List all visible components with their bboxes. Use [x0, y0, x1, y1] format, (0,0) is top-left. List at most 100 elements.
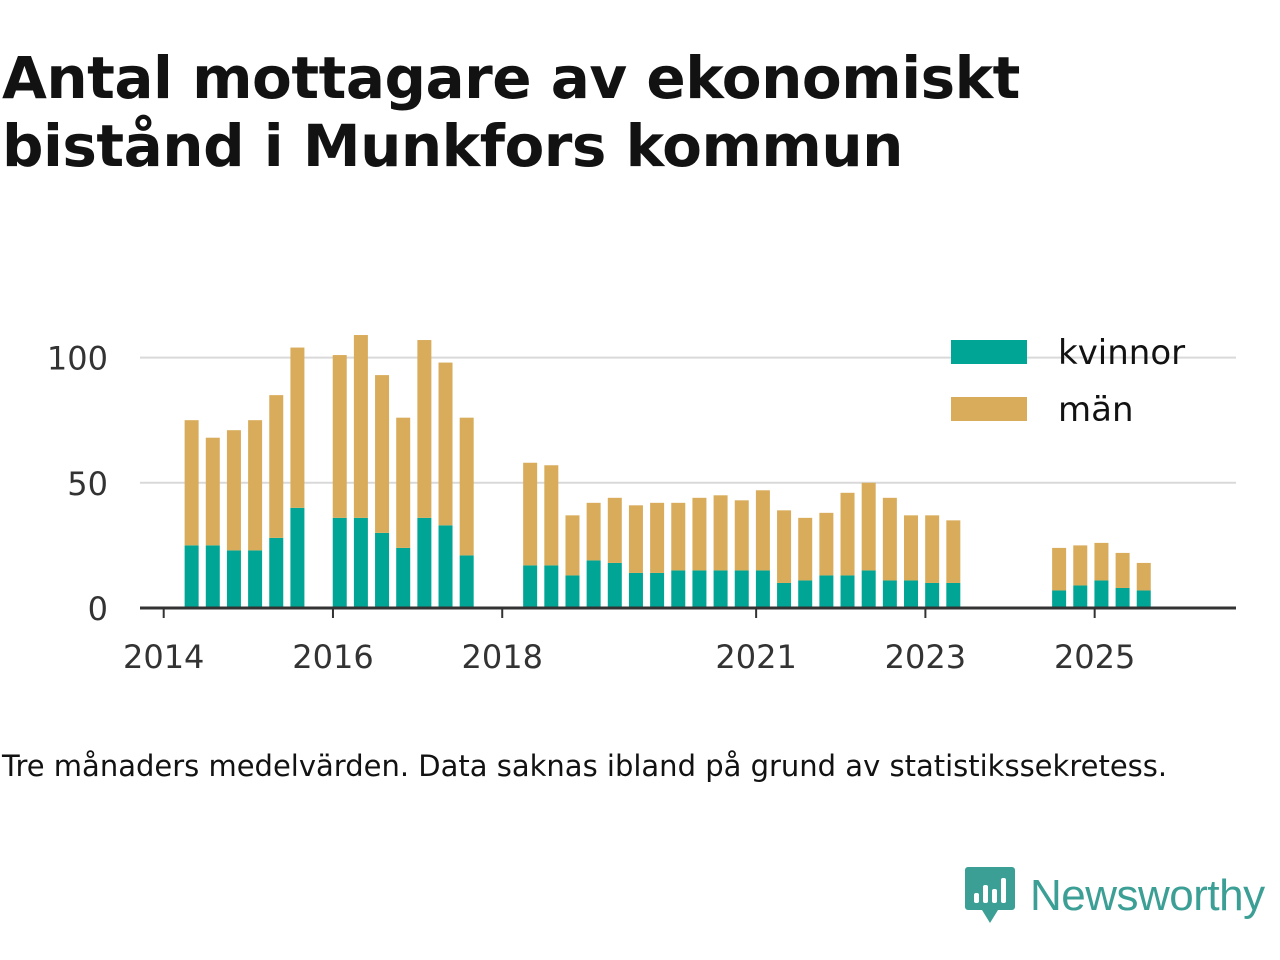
bar-man-20	[671, 502, 686, 571]
x-tick-label-2023: 2023	[885, 638, 966, 676]
bar-kvinnor-37	[1115, 587, 1130, 608]
bar-man-17	[607, 497, 622, 563]
x-tick-label-2021: 2021	[715, 638, 796, 676]
bar-kvinnor-30	[882, 580, 897, 608]
bar-kvinnor-9	[396, 547, 411, 608]
chart-title: Antal mottagare av ekonomiskt bistånd i …	[2, 44, 1020, 180]
bar-kvinnor-11	[438, 525, 453, 608]
bar-man-23	[734, 500, 749, 571]
bar-man-14	[544, 465, 559, 566]
bar-kvinnor-4	[269, 537, 284, 608]
bar-man-29	[861, 482, 876, 571]
bar-kvinnor-36	[1094, 580, 1109, 608]
bar-man-32	[925, 515, 940, 583]
bar-kvinnor-2	[226, 550, 241, 608]
bar-man-33	[946, 520, 961, 583]
bar-man-19	[650, 502, 665, 573]
legend: kvinnor män	[951, 333, 1185, 430]
bar-man-21	[692, 497, 707, 571]
y-tick-label-50: 50	[67, 465, 108, 503]
bar-kvinnor-0	[184, 545, 199, 608]
bar-man-8	[375, 375, 390, 533]
bar-man-13	[523, 462, 538, 566]
bar-man-34	[1052, 547, 1067, 591]
bar-kvinnor-1	[205, 545, 220, 608]
x-tick-label-2016: 2016	[292, 638, 373, 676]
bar-kvinnor-22	[713, 570, 728, 608]
bar-man-5	[290, 347, 305, 508]
y-tick-labels: 0 50 100	[47, 340, 108, 628]
x-tick-label-2014: 2014	[123, 638, 204, 676]
bar-kvinnor-12	[459, 555, 474, 608]
bar-man-11	[438, 362, 453, 526]
bar-kvinnor-17	[607, 562, 622, 608]
bar-kvinnor-5	[290, 507, 305, 608]
bar-man-2	[226, 430, 241, 551]
bar-man-37	[1115, 552, 1130, 588]
bar-kvinnor-19	[650, 572, 665, 608]
bar-kvinnor-35	[1073, 585, 1088, 608]
bar-man-1	[205, 437, 220, 546]
bar-man-30	[882, 497, 897, 581]
bar-man-4	[269, 395, 284, 538]
bar-kvinnor-26	[798, 580, 813, 608]
bar-man-35	[1073, 545, 1088, 586]
newsworthy-logo: Newsworthy	[964, 864, 1265, 928]
bar-man-18	[628, 505, 643, 573]
bar-man-27	[819, 512, 834, 576]
bar-kvinnor-18	[628, 572, 643, 608]
bar-man-15	[565, 515, 580, 576]
y-tick-label-100: 100	[47, 340, 108, 378]
bar-man-38	[1136, 562, 1151, 591]
bar-kvinnor-24	[755, 570, 770, 608]
bar-man-9	[396, 417, 411, 548]
bar-kvinnor-27	[819, 575, 834, 608]
bar-kvinnor-21	[692, 570, 707, 608]
bars	[184, 335, 1151, 608]
legend-label-man: män	[1058, 390, 1134, 430]
bar-man-16	[586, 502, 601, 561]
bar-man-7	[353, 335, 368, 518]
bar-kvinnor-29	[861, 570, 876, 608]
bar-kvinnor-7	[353, 517, 368, 608]
bar-kvinnor-16	[586, 560, 601, 608]
bar-man-10	[417, 340, 432, 518]
x-tick-label-2018: 2018	[462, 638, 543, 676]
newsworthy-brand-name: Newsworthy	[1030, 871, 1265, 920]
bar-kvinnor-25	[777, 582, 792, 608]
bar-man-36	[1094, 542, 1109, 581]
bar-man-22	[713, 495, 728, 571]
bar-kvinnor-33	[946, 582, 961, 608]
chart-footnote: Tre månaders medelvärden. Data saknas ib…	[2, 749, 1168, 783]
bar-man-31	[904, 515, 919, 581]
bar-man-0	[184, 420, 199, 546]
bar-kvinnor-3	[248, 550, 263, 608]
bar-man-6	[332, 355, 347, 518]
legend-label-kvinnor: kvinnor	[1058, 333, 1185, 373]
x-tick-label-2025: 2025	[1054, 638, 1135, 676]
bar-man-12	[459, 417, 474, 556]
bar-kvinnor-15	[565, 575, 580, 608]
bar-kvinnor-38	[1136, 590, 1151, 608]
bar-man-28	[840, 492, 855, 576]
bar-kvinnor-34	[1052, 590, 1067, 608]
legend-swatch-man	[951, 397, 1027, 421]
bar-kvinnor-31	[904, 580, 919, 608]
x-tick-labels: 2014 2016 2018 2021 2023 2025	[123, 608, 1135, 676]
gridlines	[140, 356, 1236, 484]
bar-kvinnor-20	[671, 570, 686, 608]
legend-swatch-kvinnor	[951, 340, 1027, 364]
newsworthy-logo-icon	[965, 867, 1015, 923]
bar-kvinnor-8	[375, 532, 390, 608]
bar-kvinnor-6	[332, 517, 347, 608]
bar-kvinnor-10	[417, 517, 432, 608]
bar-kvinnor-32	[925, 582, 940, 608]
bar-kvinnor-23	[734, 570, 749, 608]
bar-man-26	[798, 517, 813, 581]
bar-man-24	[755, 490, 770, 571]
bar-kvinnor-13	[523, 565, 538, 608]
bar-kvinnor-14	[544, 565, 559, 608]
bar-kvinnor-28	[840, 575, 855, 608]
bar-man-3	[248, 420, 263, 551]
